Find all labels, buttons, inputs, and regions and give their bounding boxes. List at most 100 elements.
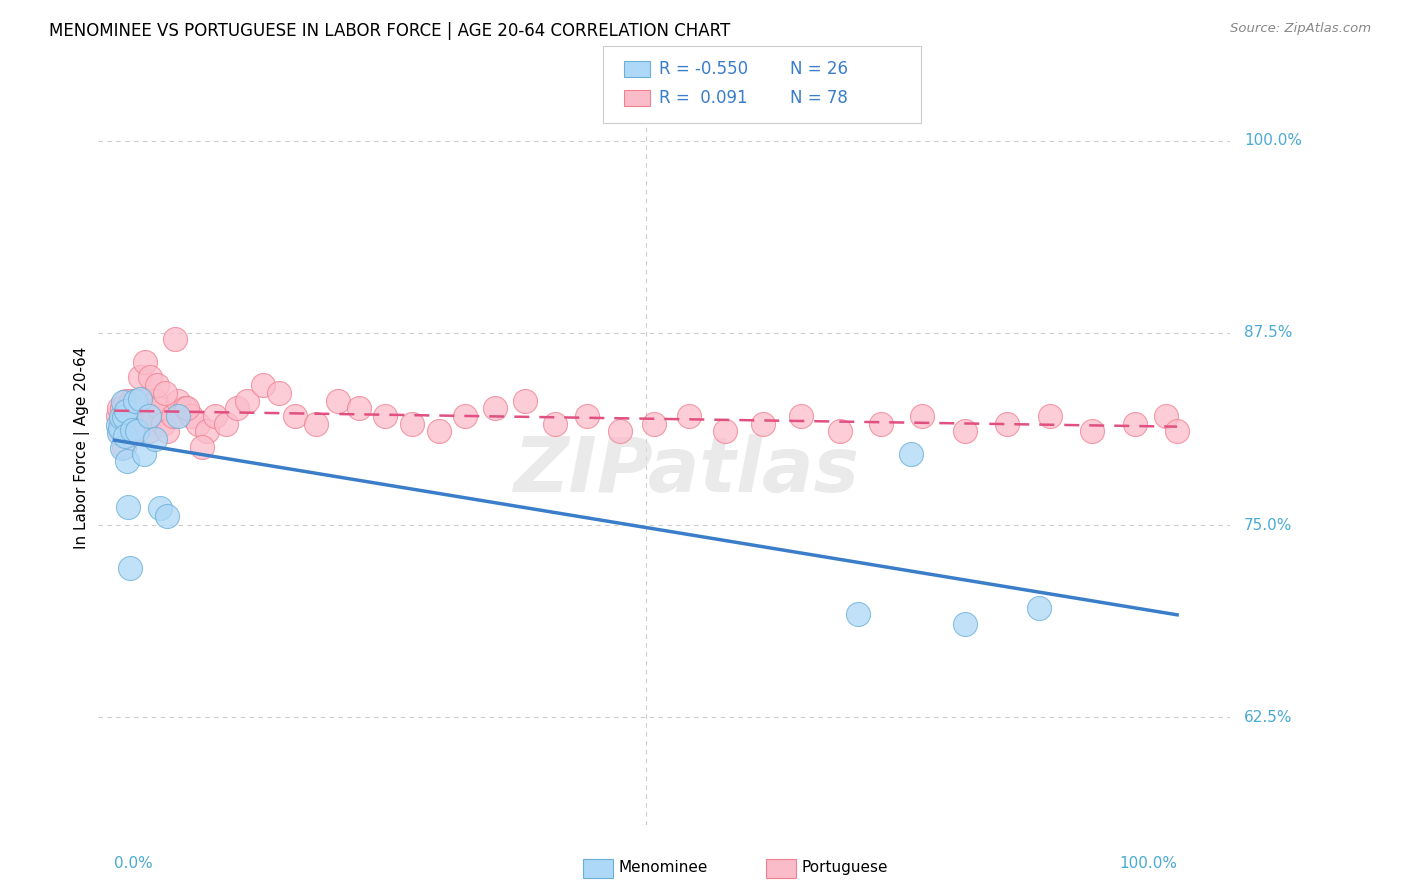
Point [111,401,134,416]
Point [111,423,134,437]
Point [110,410,132,425]
Point [125,401,148,416]
Point [124,393,146,408]
Point [995,417,1018,431]
Point [107,409,129,423]
Point [1123,417,1146,431]
Point [513,393,536,408]
Point [643,417,665,431]
Point [869,417,891,431]
Text: 62.5%: 62.5% [1244,710,1292,725]
Point [124,425,146,439]
Point [900,447,922,461]
Point [374,409,396,423]
Point [149,501,172,516]
Point [152,417,174,431]
Text: Source: ZipAtlas.com: Source: ZipAtlas.com [1230,22,1371,36]
Point [120,393,142,408]
Text: 0.0%: 0.0% [114,855,153,871]
Point [128,409,150,423]
Point [117,417,139,431]
Point [1156,409,1178,423]
Point [129,401,152,416]
Text: 87.5%: 87.5% [1244,326,1292,341]
Point [111,395,134,409]
Point [187,417,209,431]
Point [225,401,247,416]
Point [790,409,813,423]
Point [135,417,157,431]
Point [714,425,737,439]
Point [454,409,477,423]
Point [145,393,167,408]
Point [110,415,132,429]
Point [107,418,129,433]
Point [953,425,976,439]
Point [125,425,148,439]
Point [609,425,631,439]
Text: N = 78: N = 78 [790,89,848,107]
Point [911,409,934,423]
Point [236,393,259,408]
Text: Menominee: Menominee [619,860,709,874]
Point [401,417,423,431]
Point [284,409,307,423]
Point [326,393,349,408]
Text: N = 26: N = 26 [790,60,848,78]
Point [117,500,139,514]
Text: 75.0%: 75.0% [1244,517,1292,533]
Text: Portuguese: Portuguese [801,860,889,874]
Point [156,425,179,439]
Point [138,425,160,439]
Point [347,401,370,416]
Point [305,417,328,431]
Point [751,417,773,431]
Point [173,401,195,416]
Point [953,616,976,631]
Point [156,508,179,523]
Point [576,409,599,423]
Point [162,409,184,423]
Point [122,417,145,431]
Point [121,401,143,416]
Point [115,393,138,408]
Point [167,409,190,423]
Point [128,370,150,384]
Point [112,440,135,454]
Point [846,607,869,622]
Point [124,409,146,423]
Point [114,429,136,443]
Point [1166,425,1188,439]
Point [112,410,135,425]
Point [167,393,190,408]
Point [115,453,138,467]
Point [204,409,226,423]
Point [176,401,198,416]
Point [267,385,290,400]
Point [108,421,131,435]
Point [163,332,186,346]
Point [139,370,162,384]
Point [180,409,202,423]
Point [134,355,156,369]
Point [1039,409,1062,423]
Point [127,423,149,437]
Point [148,401,170,416]
Point [155,385,177,400]
Point [111,441,134,455]
Y-axis label: In Labor Force | Age 20-64: In Labor Force | Age 20-64 [75,347,90,549]
Point [1081,425,1104,439]
Point [252,378,274,392]
Point [830,425,852,439]
Point [134,447,156,461]
Point [544,417,567,431]
Point [678,409,700,423]
Point [146,378,169,392]
Point [120,409,142,423]
Point [138,409,160,423]
Point [215,417,238,431]
Point [484,401,506,416]
Point [107,401,129,416]
Point [143,432,166,446]
Point [115,404,138,418]
